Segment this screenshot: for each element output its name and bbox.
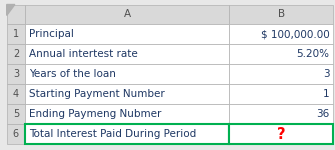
Bar	[229, 104, 333, 124]
Bar	[7, 24, 25, 44]
Polygon shape	[7, 4, 15, 15]
Bar	[7, 64, 25, 84]
Bar	[7, 124, 25, 144]
Bar	[25, 124, 229, 144]
Bar	[229, 124, 333, 144]
Bar	[25, 84, 229, 104]
Bar	[229, 84, 333, 104]
Text: 3: 3	[323, 69, 329, 79]
Text: 5: 5	[13, 109, 19, 119]
Bar	[25, 4, 229, 24]
Text: 1: 1	[13, 29, 19, 39]
Text: Ending Paymeng Nubmer: Ending Paymeng Nubmer	[29, 109, 161, 119]
Text: Starting Payment Number: Starting Payment Number	[29, 89, 165, 99]
Text: Total Interest Paid During Period: Total Interest Paid During Period	[29, 129, 196, 139]
Text: ?: ?	[277, 127, 286, 142]
Bar	[7, 104, 25, 124]
Text: B: B	[278, 9, 285, 20]
Text: 6: 6	[13, 129, 19, 139]
Bar	[7, 4, 25, 24]
Bar	[229, 44, 333, 64]
Bar	[229, 64, 333, 84]
Text: $ 100,000.00: $ 100,000.00	[261, 29, 329, 39]
Bar	[25, 64, 229, 84]
Text: 1: 1	[323, 89, 329, 99]
Bar	[25, 44, 229, 64]
Text: Annual intertest rate: Annual intertest rate	[29, 49, 138, 59]
Text: 4: 4	[13, 89, 19, 99]
Bar	[7, 44, 25, 64]
Text: 5.20%: 5.20%	[296, 49, 329, 59]
Text: Principal: Principal	[29, 29, 74, 39]
Bar	[25, 104, 229, 124]
Text: 2: 2	[13, 49, 19, 59]
Bar	[229, 4, 333, 24]
Bar	[25, 24, 229, 44]
Bar	[229, 24, 333, 44]
Text: Years of the loan: Years of the loan	[29, 69, 116, 79]
Text: 36: 36	[316, 109, 329, 119]
Bar	[7, 84, 25, 104]
Text: 3: 3	[13, 69, 19, 79]
Text: A: A	[124, 9, 131, 20]
